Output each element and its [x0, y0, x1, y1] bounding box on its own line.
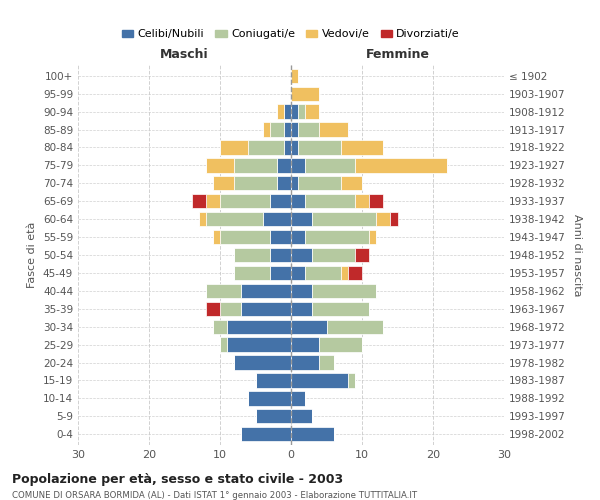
Bar — [248, 140, 284, 154]
Bar — [291, 374, 348, 388]
Bar — [291, 248, 313, 262]
Bar — [341, 176, 362, 190]
Bar — [206, 158, 234, 172]
Bar — [248, 391, 291, 406]
Bar — [291, 86, 319, 101]
Bar — [263, 122, 270, 136]
Bar — [256, 409, 291, 424]
Bar — [206, 212, 263, 226]
Bar — [355, 158, 447, 172]
Bar — [220, 140, 248, 154]
Bar — [234, 248, 270, 262]
Bar — [355, 248, 369, 262]
Bar — [305, 266, 341, 280]
Bar — [291, 104, 298, 119]
Y-axis label: Anni di nascita: Anni di nascita — [572, 214, 582, 296]
Bar — [369, 230, 376, 244]
Bar — [256, 374, 291, 388]
Bar — [213, 230, 220, 244]
Bar — [341, 266, 348, 280]
Bar — [298, 140, 341, 154]
Bar — [199, 212, 206, 226]
Bar — [291, 140, 298, 154]
Bar — [206, 302, 220, 316]
Bar — [391, 212, 398, 226]
Bar — [355, 194, 369, 208]
Bar — [291, 158, 305, 172]
Bar — [234, 176, 277, 190]
Bar — [263, 212, 291, 226]
Text: COMUNE DI ORSARA BORMIDA (AL) - Dati ISTAT 1° gennaio 2003 - Elaborazione TUTTIT: COMUNE DI ORSARA BORMIDA (AL) - Dati IST… — [12, 491, 417, 500]
Bar — [326, 320, 383, 334]
Bar — [376, 212, 391, 226]
Bar — [348, 266, 362, 280]
Bar — [305, 194, 355, 208]
Bar — [348, 374, 355, 388]
Bar — [227, 320, 291, 334]
Bar — [241, 284, 291, 298]
Bar — [277, 176, 291, 190]
Bar — [284, 140, 291, 154]
Bar — [241, 427, 291, 442]
Bar — [270, 230, 291, 244]
Bar — [291, 338, 319, 352]
Bar — [319, 356, 334, 370]
Y-axis label: Fasce di età: Fasce di età — [28, 222, 37, 288]
Bar — [313, 248, 355, 262]
Text: Maschi: Maschi — [160, 48, 209, 62]
Bar — [234, 266, 270, 280]
Bar — [291, 409, 313, 424]
Bar — [270, 248, 291, 262]
Bar — [227, 338, 291, 352]
Bar — [234, 356, 291, 370]
Bar — [234, 158, 277, 172]
Bar — [291, 212, 313, 226]
Bar — [369, 194, 383, 208]
Bar — [277, 104, 284, 119]
Bar — [277, 158, 291, 172]
Bar — [291, 320, 326, 334]
Bar — [298, 122, 319, 136]
Bar — [220, 338, 227, 352]
Bar — [206, 284, 241, 298]
Bar — [305, 104, 319, 119]
Bar — [291, 391, 305, 406]
Text: Femmine: Femmine — [365, 48, 430, 62]
Bar — [291, 176, 298, 190]
Bar — [291, 284, 313, 298]
Bar — [270, 266, 291, 280]
Bar — [241, 302, 291, 316]
Bar — [341, 140, 383, 154]
Bar — [206, 194, 220, 208]
Bar — [305, 230, 369, 244]
Bar — [213, 176, 234, 190]
Bar — [319, 122, 348, 136]
Bar — [284, 122, 291, 136]
Bar — [313, 284, 376, 298]
Bar — [220, 302, 241, 316]
Bar — [284, 104, 291, 119]
Bar — [220, 230, 270, 244]
Bar — [270, 122, 284, 136]
Bar — [213, 320, 227, 334]
Text: Popolazione per età, sesso e stato civile - 2003: Popolazione per età, sesso e stato civil… — [12, 472, 343, 486]
Bar — [313, 212, 376, 226]
Bar — [291, 302, 313, 316]
Bar — [220, 194, 270, 208]
Bar — [305, 158, 355, 172]
Bar — [298, 176, 341, 190]
Bar — [191, 194, 206, 208]
Bar — [291, 356, 319, 370]
Bar — [298, 104, 305, 119]
Bar — [291, 266, 305, 280]
Bar — [291, 230, 305, 244]
Bar — [291, 427, 334, 442]
Bar — [270, 194, 291, 208]
Bar — [291, 122, 298, 136]
Bar — [291, 194, 305, 208]
Bar — [291, 68, 298, 83]
Bar — [319, 338, 362, 352]
Legend: Celibi/Nubili, Coniugati/e, Vedovi/e, Divorziati/e: Celibi/Nubili, Coniugati/e, Vedovi/e, Di… — [118, 25, 464, 44]
Bar — [313, 302, 369, 316]
